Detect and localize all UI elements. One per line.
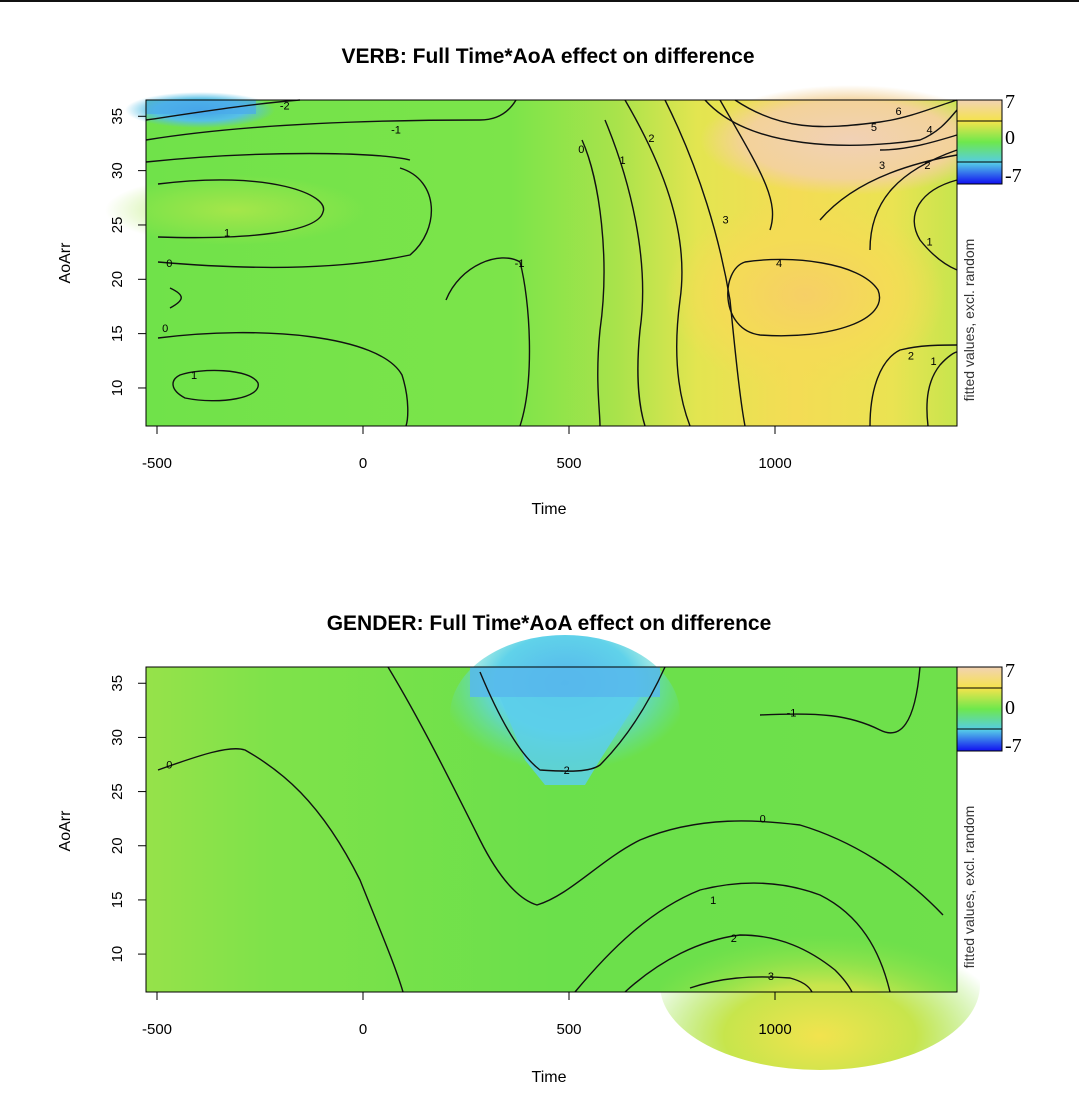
y-tick-label: 10 bbox=[109, 380, 126, 397]
top-border bbox=[0, 0, 1079, 2]
colorbar-tick-max: 7 bbox=[1005, 660, 1015, 682]
heatmap-surface bbox=[146, 635, 980, 1070]
contour-label: 2 bbox=[731, 933, 737, 945]
contour-label: 1 bbox=[224, 228, 230, 240]
y-tick-label: 35 bbox=[109, 108, 126, 125]
colorbar-tick-max: 7 bbox=[1005, 91, 1015, 113]
contour-label-layer: 0 -2 -1 0 1 2 3 bbox=[166, 708, 796, 983]
y-tick-label: 30 bbox=[109, 162, 126, 179]
colorbar-tick-min: -7 bbox=[1005, 165, 1022, 187]
y-tick-label: 15 bbox=[109, 325, 126, 342]
panel-gender: GENDER: Full Time*AoA effect on differen… bbox=[57, 612, 1022, 1086]
y-tick-label: 20 bbox=[109, 271, 126, 288]
chart-title: VERB: Full Time*AoA effect on difference bbox=[341, 45, 754, 68]
contour-label: 3 bbox=[768, 971, 774, 983]
contour-label: 2 bbox=[908, 350, 914, 362]
contour-label: 2 bbox=[924, 160, 930, 172]
y-axis-label: AoArr bbox=[57, 810, 74, 852]
x-tick-label: -500 bbox=[142, 1021, 172, 1038]
colorbar-label: fitted values, excl. random bbox=[961, 806, 977, 969]
y-tick-label: 20 bbox=[109, 837, 126, 854]
x-tick-label: -500 bbox=[142, 455, 172, 472]
contour-label: 1 bbox=[926, 236, 932, 248]
x-axis: -500 0 500 1000 bbox=[142, 425, 792, 472]
y-axis-label: AoArr bbox=[57, 242, 74, 284]
contour-label: 5 bbox=[871, 122, 877, 134]
y-tick-label: 30 bbox=[109, 729, 126, 746]
contour-label: -2 bbox=[280, 100, 290, 112]
x-axis-label: Time bbox=[532, 501, 567, 518]
contour-label: 3 bbox=[879, 160, 885, 172]
y-tick-label: 35 bbox=[109, 675, 126, 692]
y-tick-label: 25 bbox=[109, 217, 126, 234]
colorbar-tick-min: -7 bbox=[1005, 735, 1022, 757]
contour-label: 3 bbox=[722, 215, 728, 227]
colorbar-label: fitted values, excl. random bbox=[961, 239, 977, 402]
contour-label: 4 bbox=[776, 258, 782, 270]
contour-label: 1 bbox=[619, 155, 625, 167]
colorbar-tick-zero: 0 bbox=[1005, 697, 1015, 719]
y-tick-label: 15 bbox=[109, 892, 126, 909]
heatmap-surface bbox=[105, 85, 1000, 426]
contour-label: -1 bbox=[391, 124, 401, 136]
panel-verb: VERB: Full Time*AoA effect on difference bbox=[57, 45, 1022, 518]
contour-label-layer: -2 -1 1 0 0 1 0 1 2 -1 3 4 6 5 4 3 2 1 2 1 bbox=[162, 100, 937, 381]
contour-label: 0 bbox=[162, 323, 168, 335]
contour-label: 4 bbox=[926, 124, 932, 136]
x-tick-label: 0 bbox=[359, 455, 367, 472]
contour-label: 1 bbox=[191, 370, 197, 382]
x-tick-label: 1000 bbox=[758, 1021, 791, 1038]
contour-lines bbox=[157, 666, 944, 993]
contour-label: 6 bbox=[896, 106, 902, 118]
colorbar-tick-zero: 0 bbox=[1005, 127, 1015, 149]
colorbar: 7 0 -7 bbox=[956, 660, 1022, 757]
x-tick-label: 500 bbox=[556, 455, 581, 472]
contour-label: 0 bbox=[760, 814, 766, 826]
y-tick-label: 25 bbox=[109, 783, 126, 800]
y-tick-label: 10 bbox=[109, 946, 126, 963]
x-axis: -500 0 500 1000 bbox=[142, 991, 792, 1038]
contour-label: 2 bbox=[648, 133, 654, 145]
chart-title: GENDER: Full Time*AoA effect on differen… bbox=[327, 612, 772, 635]
contour-label: 1 bbox=[931, 356, 937, 368]
x-tick-label: 1000 bbox=[758, 455, 791, 472]
contour-label: -1 bbox=[787, 708, 797, 720]
y-axis: 10 15 20 25 30 35 bbox=[109, 675, 147, 963]
contour-label: 0 bbox=[166, 258, 172, 270]
contour-label: 0 bbox=[578, 144, 584, 156]
contour-lines bbox=[145, 99, 958, 427]
contour-label: 1 bbox=[710, 895, 716, 907]
colorbar: 7 0 -7 bbox=[956, 91, 1022, 187]
x-tick-label: 500 bbox=[556, 1021, 581, 1038]
contour-label: -2 bbox=[560, 765, 570, 777]
y-axis: 10 15 20 25 30 35 bbox=[109, 108, 147, 397]
x-axis-label: Time bbox=[532, 1069, 567, 1086]
x-tick-label: 0 bbox=[359, 1021, 367, 1038]
contour-label: 0 bbox=[166, 760, 172, 772]
contour-label: -1 bbox=[515, 258, 525, 270]
